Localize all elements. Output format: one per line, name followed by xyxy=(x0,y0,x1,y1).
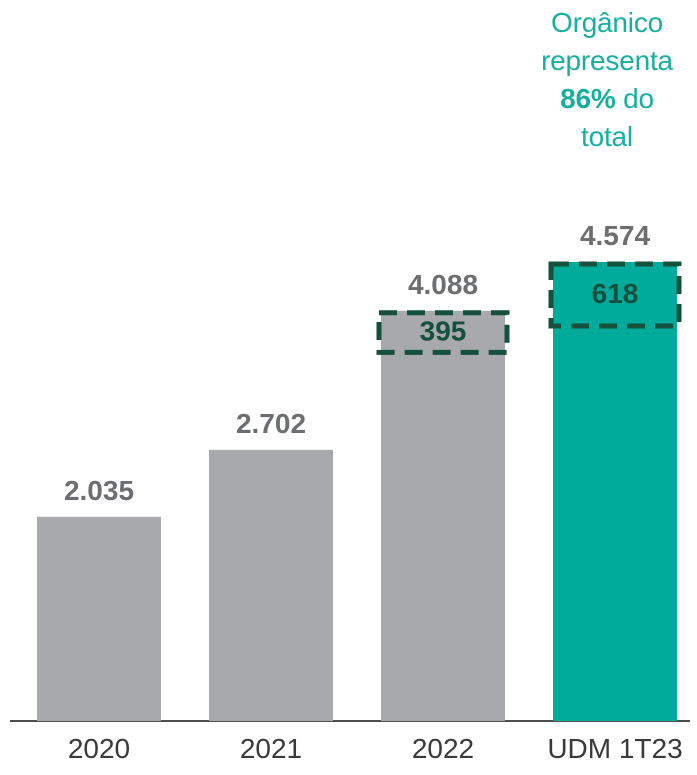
value-label-2022: 4.088 xyxy=(408,269,478,300)
segment-outline-2022 xyxy=(376,310,510,355)
bar-2020 xyxy=(37,516,161,721)
value-label-2020: 2.035 xyxy=(64,475,134,506)
segment-outline-udm-1t23 xyxy=(548,261,682,329)
annotation-line-1: Orgânico xyxy=(550,7,663,38)
bar-udm-1t23 xyxy=(553,262,677,721)
annotation-line-2: representa xyxy=(541,45,673,76)
x-tick-label-2021: 2021 xyxy=(240,733,302,764)
value-label-udm-1t23: 4.574 xyxy=(580,220,650,251)
value-label-2021: 2.702 xyxy=(236,408,306,439)
annotation-line-3-suffix: do xyxy=(615,83,654,114)
annotation-line-4: total xyxy=(581,121,633,152)
x-tick-label-2022: 2022 xyxy=(412,733,474,764)
x-tick-label-2020: 2020 xyxy=(68,733,130,764)
x-tick-label-udm-1t23: UDM 1T23 xyxy=(547,733,682,764)
segment-label-2022: 395 xyxy=(420,316,467,347)
segment-label-udm-1t23: 618 xyxy=(592,278,639,309)
annotation-line-3: 86% do xyxy=(522,80,692,118)
organic-share-annotation: Orgânico representa 86% do total xyxy=(522,4,692,156)
bar-2022 xyxy=(381,310,505,721)
annotation-percent: 86% xyxy=(560,83,616,114)
bar-2021 xyxy=(209,449,333,721)
